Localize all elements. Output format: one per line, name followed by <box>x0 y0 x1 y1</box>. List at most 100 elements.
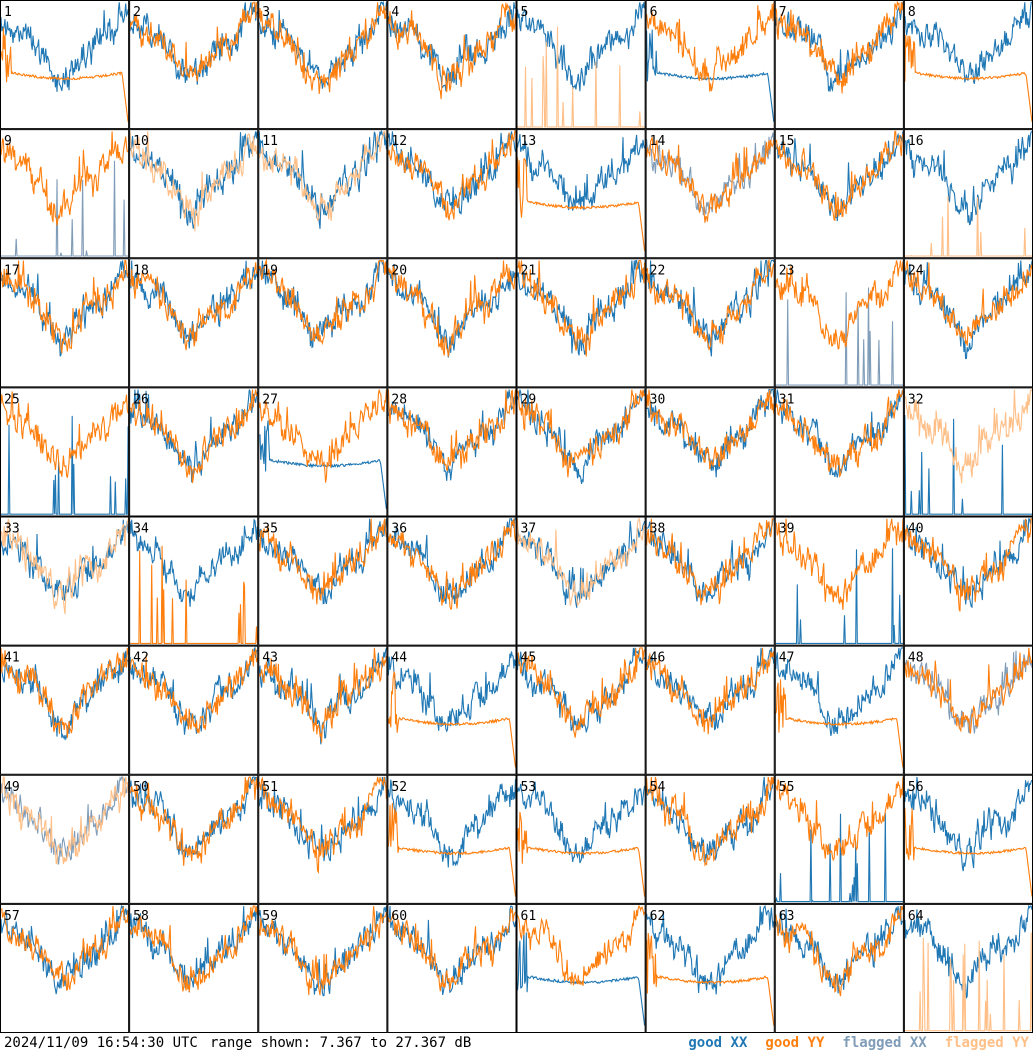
panel-1-label: 1 <box>4 5 12 20</box>
panel-2-frame <box>129 0 259 130</box>
panel-51-label: 51 <box>262 780 278 795</box>
panel-35-frame <box>258 516 388 646</box>
panel-47-label: 47 <box>779 651 795 666</box>
panel-5-xx-trace <box>516 2 646 92</box>
panel-56-label: 56 <box>908 780 924 795</box>
panel-21: 21 <box>516 258 646 388</box>
panel-43-xx-trace <box>258 647 387 745</box>
panel-54-yy-trace <box>646 776 775 867</box>
panel-21-label: 21 <box>521 263 537 278</box>
panel-16-label: 16 <box>908 134 924 149</box>
panel-22-label: 22 <box>650 263 666 278</box>
panel-63-xx-trace <box>775 906 904 994</box>
panel-54-frame <box>645 774 775 904</box>
panel-59-yy-trace <box>258 906 387 996</box>
panel-56-yy-trace <box>904 807 1033 897</box>
panel-1-frame <box>0 0 130 130</box>
panel-49-yy-trace <box>0 776 129 865</box>
panel-17: 17 <box>0 258 130 388</box>
panel-23-frame <box>774 258 904 388</box>
panel-44-yy-trace <box>387 670 517 768</box>
panel-48-xx-trace <box>904 650 1033 734</box>
panel-3-yy-trace <box>258 2 387 95</box>
panel-29-label: 29 <box>521 392 537 407</box>
panel-46-yy-trace <box>646 647 775 735</box>
panel-51-xx-trace <box>258 776 387 862</box>
panel-26: 26 <box>129 387 259 517</box>
panel-16: 16 <box>903 129 1033 259</box>
panel-38-yy-trace <box>646 518 774 606</box>
panel-63: 63 <box>774 903 904 1033</box>
panel-22-xx-trace <box>646 259 775 357</box>
panel-28-yy-trace <box>387 389 517 472</box>
panel-17-xx-trace <box>0 260 129 357</box>
panel-48: 48 <box>903 645 1033 775</box>
panel-34: 34 <box>129 516 259 646</box>
panel-36-yy-trace <box>387 518 517 610</box>
panel-9: 9 <box>0 129 130 259</box>
panel-5-label: 5 <box>521 5 529 20</box>
panel-39: 39 <box>774 516 904 646</box>
panel-4-label: 4 <box>391 5 399 20</box>
panel-8-frame <box>903 0 1033 130</box>
panel-41-frame <box>0 645 130 775</box>
panel-9-yy-trace <box>0 131 129 226</box>
panel-14: 14 <box>645 129 775 259</box>
panel-45: 45 <box>516 645 646 775</box>
panel-41-yy-trace <box>0 647 129 738</box>
panel-53: 53 <box>516 774 646 904</box>
panel-6-xx-trace <box>646 29 775 122</box>
panel-55: 55 <box>774 774 904 904</box>
panel-26-label: 26 <box>133 392 149 407</box>
panel-30-yy-trace <box>646 389 775 470</box>
panel-15: 15 <box>774 129 904 259</box>
panel-7-frame <box>774 0 904 130</box>
panel-61-xx-trace <box>516 930 646 1026</box>
panel-35-label: 35 <box>262 522 278 537</box>
panel-55-label: 55 <box>779 780 795 795</box>
panel-33: 33 <box>0 516 130 646</box>
panel-49-label: 49 <box>4 780 20 795</box>
panel-8-yy-trace <box>904 34 1033 122</box>
panel-4-yy-trace <box>387 2 517 100</box>
panel-30-frame <box>645 387 775 517</box>
panel-26-yy-trace <box>129 389 258 484</box>
panel-47-xx-trace <box>775 647 903 736</box>
panel-44-label: 44 <box>391 651 407 666</box>
panel-59-label: 59 <box>262 909 278 924</box>
panel-42-frame <box>129 645 259 775</box>
panel-47-frame <box>774 645 904 775</box>
panel-29-yy-trace <box>516 389 646 478</box>
panel-13-frame <box>516 129 646 259</box>
legend-good-yy: good YY <box>765 1035 825 1051</box>
panel-32-yy-trace <box>904 389 1033 484</box>
panel-56-xx-trace <box>904 776 1033 872</box>
panel-4-xx-trace <box>387 2 516 92</box>
panel-30-xx-trace <box>646 389 775 478</box>
panel-32: 32 <box>903 387 1033 517</box>
panel-23: 23 <box>774 258 904 388</box>
legend-flagged-yy: flagged YY <box>944 1035 1029 1051</box>
panel-1-yy-trace <box>0 27 129 122</box>
panel-62: 62 <box>645 903 775 1033</box>
panel-39-xx-trace <box>775 548 903 644</box>
panel-15-label: 15 <box>779 134 795 149</box>
panel-53-yy-trace <box>516 811 646 897</box>
panel-24-xx-trace <box>904 260 1033 360</box>
panel-21-xx-trace <box>516 259 646 356</box>
panel-1-xx-trace <box>0 2 129 92</box>
panel-4: 4 <box>387 0 517 130</box>
panel-57-frame <box>0 903 130 1033</box>
panel-64-yy-trace <box>904 932 1033 1032</box>
panel-35-yy-trace <box>258 518 387 605</box>
panel-11-label: 11 <box>262 134 278 149</box>
panel-11: 11 <box>258 129 388 259</box>
panel-22-yy-trace <box>646 259 775 351</box>
panel-28: 28 <box>387 387 517 517</box>
panel-14-label: 14 <box>650 134 666 149</box>
panel-18-frame <box>129 258 259 388</box>
panel-27-label: 27 <box>262 392 278 407</box>
panel-25-label: 25 <box>4 392 20 407</box>
panel-10-frame <box>129 129 259 259</box>
